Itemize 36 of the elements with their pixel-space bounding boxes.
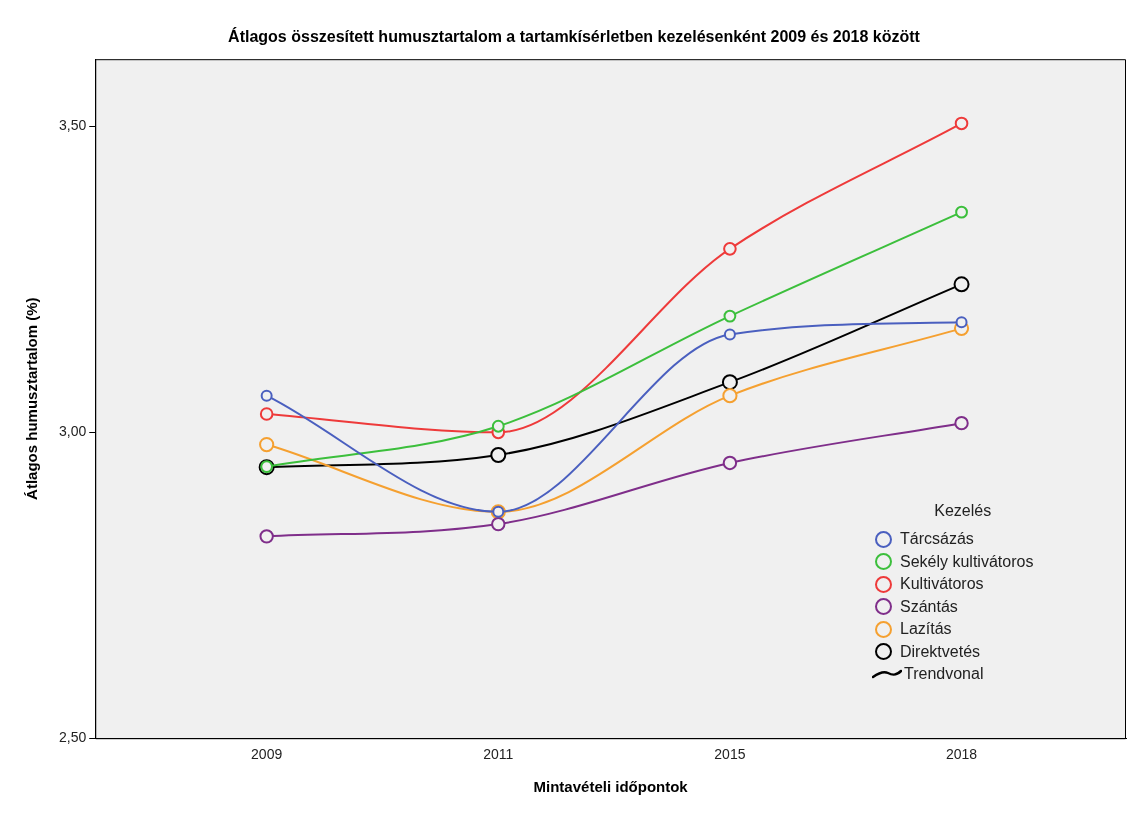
x-tick-label: 2018	[945, 746, 978, 763]
legend-title: Kezelés	[933, 502, 993, 520]
annotation: Trendvonal	[904, 665, 984, 684]
point	[953, 276, 970, 293]
chart-title: Átlagos összesített humusztartalom a tartamkísérletben kezelésenként 2009 és 2018 között	[228, 27, 921, 46]
point	[721, 374, 738, 391]
point	[260, 389, 273, 402]
legend-label: Lazítás	[900, 620, 952, 639]
point	[955, 316, 968, 329]
point	[722, 388, 738, 404]
y-tick-label: 3,50	[59, 117, 87, 134]
point	[491, 516, 506, 532]
x-tick-label: 2015	[714, 746, 746, 763]
point	[722, 455, 738, 471]
point	[723, 309, 737, 323]
point	[723, 328, 736, 341]
legend-label: Direktvetés	[900, 642, 981, 661]
point	[955, 205, 968, 219]
point	[723, 242, 737, 256]
legend-label: Sekély kultivátoros	[900, 552, 1034, 571]
point	[491, 419, 505, 433]
x-tick-label: 2011	[483, 746, 514, 763]
point	[954, 116, 969, 131]
point	[259, 529, 274, 544]
point	[490, 446, 507, 463]
y-tick-label: 2,50	[59, 729, 87, 746]
point	[954, 415, 969, 431]
y-tick-label: 3,00	[59, 423, 87, 440]
x-axis-title: Mintavételi időpontok	[533, 778, 689, 796]
legend-label: Tárcsázás	[900, 530, 974, 549]
legend-label: Kultivátoros	[900, 575, 984, 594]
point	[259, 436, 275, 453]
x-tick-label: 2009	[251, 746, 283, 763]
legend-label: Szántás	[900, 597, 958, 616]
point	[259, 407, 274, 421]
y-axis-title: Átlagos humusztartalom (%)	[23, 297, 41, 500]
